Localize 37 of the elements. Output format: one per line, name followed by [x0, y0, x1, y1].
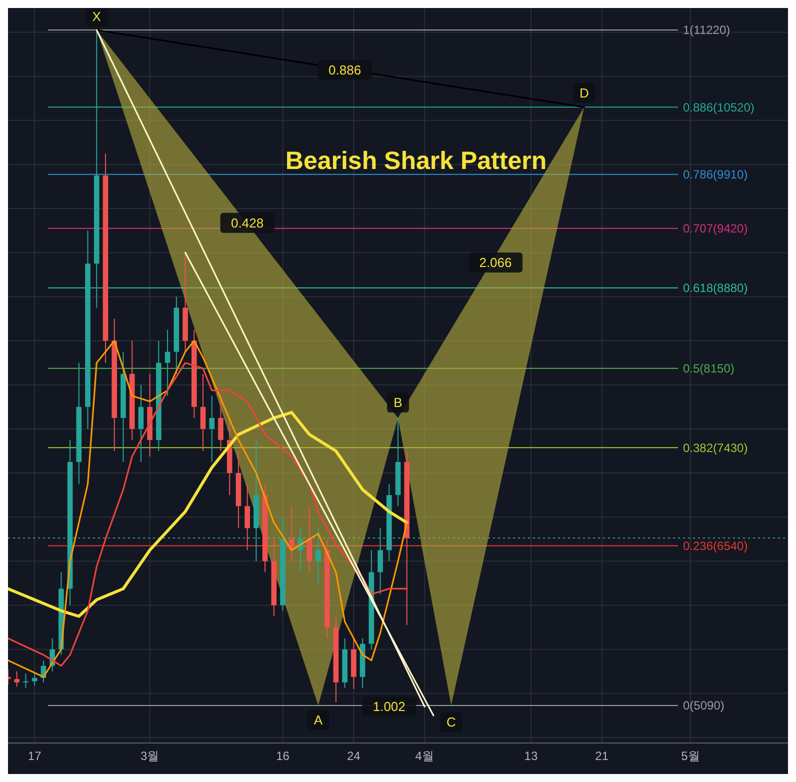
x-tick-label: 13	[524, 749, 538, 763]
x-tick-label: 24	[347, 749, 361, 763]
ref-line-label: 0.618(8880)	[683, 281, 748, 296]
ref-line-label: 0.5(8150)	[683, 362, 734, 376]
candlestick	[138, 384, 144, 463]
ref-line-label: 0.236(6540)	[683, 538, 748, 553]
ref-line-label: 0.886(10520)	[683, 100, 754, 114]
x-tick-label: 16	[276, 749, 290, 763]
candlestick	[23, 673, 28, 688]
x-tick-label: 4월	[415, 749, 434, 763]
annotation: X	[92, 8, 102, 24]
x-tick-label: 21	[595, 749, 609, 763]
x-tick-label: 17	[28, 749, 42, 763]
candlestick	[164, 329, 170, 396]
annotation: B	[394, 395, 402, 410]
annotation: 0.428	[231, 215, 264, 230]
x-tick-label: 5월	[681, 749, 700, 763]
annotation: D	[579, 85, 589, 100]
candlestick	[14, 670, 20, 688]
candlestick	[218, 395, 224, 452]
candlestick	[32, 672, 38, 686]
ref-line-label: 0.382(7430)	[683, 440, 748, 455]
annotation: 1.002	[372, 699, 406, 714]
annotation: 0.886	[328, 62, 362, 78]
text: Bearish Shark Pattern	[285, 146, 547, 175]
ref-line-label: 0.707(9420)	[683, 222, 748, 236]
ref-line-label: 1(11220)	[683, 23, 730, 38]
ref-line-label: 0(5090)	[683, 698, 724, 713]
candlestick	[209, 395, 215, 463]
x-tick-label: 3월	[140, 749, 160, 763]
candlestick	[200, 373, 206, 452]
candlestick	[306, 506, 312, 573]
annotation: C	[446, 714, 456, 730]
annotation: A	[314, 712, 323, 728]
candlestick	[244, 484, 250, 551]
ref-line-label: 0.786(9910)	[683, 168, 748, 182]
annotation: 2.066	[479, 255, 512, 270]
